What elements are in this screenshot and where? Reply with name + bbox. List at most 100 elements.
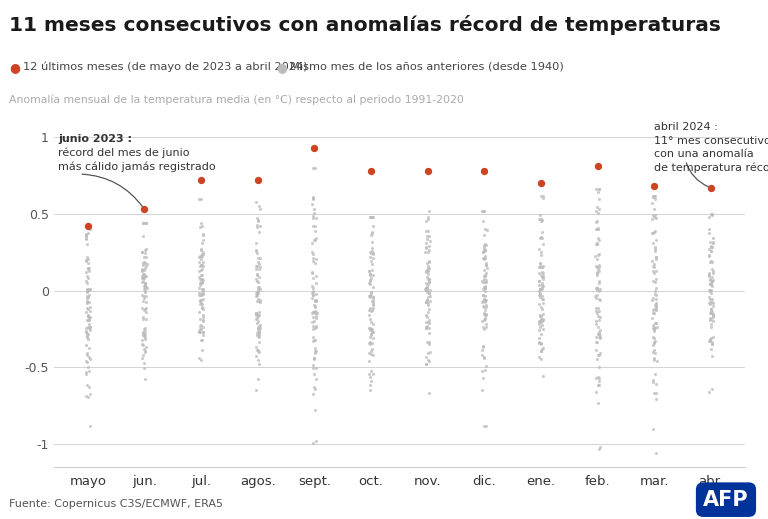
Point [252,254,264,262]
Point [251,291,263,299]
Point [310,255,323,264]
Point [194,291,206,299]
Point [193,327,205,336]
Point [136,248,148,256]
Point [138,282,151,290]
Point [196,279,208,288]
Point [537,325,549,334]
Point [591,208,604,216]
Point [593,330,605,338]
Point [478,316,490,324]
Point [309,349,321,357]
Point [591,355,603,363]
Point [310,322,323,330]
Point [252,347,264,355]
Point [306,364,319,372]
Point [478,254,490,263]
Point [703,316,716,324]
Point [363,311,376,320]
Point [479,303,492,311]
Point [593,250,605,258]
Point [650,266,662,275]
Point [139,323,151,332]
Point [534,322,546,331]
Point [364,213,376,221]
Point [81,264,94,272]
Point [364,270,376,278]
Point [137,219,149,227]
Point [137,329,150,337]
Point [80,327,92,335]
Point [197,313,209,321]
Point [422,357,435,365]
Point [307,337,319,345]
Point [650,275,662,283]
Point [141,272,153,280]
Point [194,244,207,253]
Point [366,288,378,296]
Point [306,312,319,321]
Point [419,268,432,276]
Point [81,298,93,306]
Point [363,270,376,279]
Point [363,280,376,289]
Point [307,301,319,309]
Point [593,267,605,276]
Point [251,331,263,339]
Point [82,274,94,282]
Point [476,277,488,285]
Point [252,312,264,320]
Point [590,317,602,325]
Point [647,342,659,350]
Point [535,347,548,355]
Point [593,279,605,287]
Point [537,275,549,283]
Point [194,336,207,344]
Point [478,283,490,292]
Point [534,284,546,293]
Point [647,262,659,270]
Point [250,275,263,283]
Point [308,307,320,316]
Point [197,289,209,297]
Point [310,309,322,317]
Point [141,261,153,269]
Point [423,264,435,272]
Point [365,347,377,356]
Point [251,288,263,296]
Point [136,272,148,280]
Point [366,266,378,275]
Point [478,244,490,253]
Point [704,243,717,251]
Point [535,285,547,293]
Point [252,283,264,292]
Point [196,278,208,286]
Point [589,292,601,301]
Point [420,298,432,306]
Point [478,271,491,280]
Point [536,295,548,304]
Point [535,317,548,325]
Point [476,298,488,306]
Point [194,195,207,203]
Point [253,348,266,356]
Point [592,185,604,194]
Point [647,228,660,237]
Point [194,297,207,305]
Point [477,216,489,225]
Point [478,284,491,292]
Point [197,295,209,303]
Point [366,260,378,268]
Point [422,207,435,215]
Point [309,227,321,236]
Point [137,340,150,349]
Point [533,281,545,290]
Point [141,297,153,306]
Point [424,292,436,301]
Point [705,247,717,255]
Point [419,244,432,252]
Point [703,388,716,396]
Point [535,316,547,324]
Point [83,266,95,275]
Point [424,237,436,245]
